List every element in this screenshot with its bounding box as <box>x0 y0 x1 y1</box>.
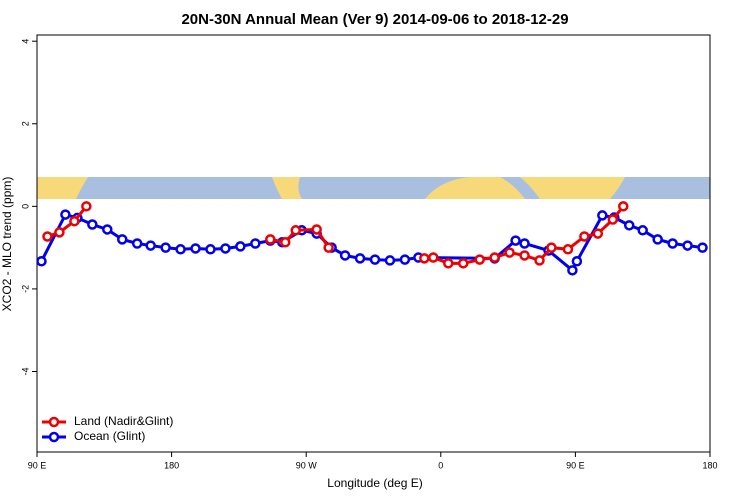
y-tick-label: -2 <box>20 285 30 293</box>
x-tick-label: 180 <box>702 460 717 470</box>
point <box>323 242 334 253</box>
point <box>519 250 530 261</box>
series-line <box>40 212 703 273</box>
y-axis-label: XCO2 - MLO trend (ppm) <box>0 177 14 312</box>
point <box>534 255 545 266</box>
x-tick-label: 90 E <box>566 460 585 470</box>
y-tick-label: -4 <box>20 367 30 375</box>
point <box>504 247 515 258</box>
point <box>102 224 113 235</box>
point <box>607 214 619 225</box>
point <box>42 231 53 242</box>
point <box>81 201 92 212</box>
y-tick-label: 2 <box>20 121 30 126</box>
point <box>265 234 276 245</box>
x-tick-label: 0 <box>438 460 443 470</box>
point <box>546 242 557 253</box>
plot-frame <box>36 34 711 453</box>
point <box>519 238 530 249</box>
y-tick-label: 4 <box>20 39 30 44</box>
point <box>457 258 469 269</box>
map-band <box>37 177 710 199</box>
point <box>592 228 604 239</box>
point <box>562 244 574 255</box>
x-axis-label: Longitude (deg E) <box>327 476 422 490</box>
point <box>597 210 608 221</box>
point <box>280 237 291 248</box>
point <box>443 258 454 269</box>
point <box>667 238 678 249</box>
point <box>250 238 261 249</box>
point <box>311 224 322 235</box>
point <box>145 240 156 251</box>
x-tick-label: 90 E <box>28 460 47 470</box>
x-tick-label: 180 <box>164 460 179 470</box>
point <box>116 234 128 245</box>
point <box>69 215 80 227</box>
point <box>428 252 439 263</box>
point <box>131 238 143 249</box>
point <box>697 242 708 253</box>
point <box>489 252 500 263</box>
point <box>175 244 186 255</box>
legend-marker <box>48 431 60 443</box>
point <box>60 209 71 220</box>
point <box>571 256 583 267</box>
x-tick-label: 90 W <box>296 460 318 470</box>
point <box>220 243 231 254</box>
legend-label: Land (Nadir&Glint) <box>74 414 173 428</box>
point <box>652 234 663 245</box>
point <box>354 253 366 264</box>
legend-label: Ocean (Glint) <box>74 429 145 443</box>
point <box>369 254 381 265</box>
chart-title: 20N-30N Annual Mean (Ver 9) 2014-09-06 t… <box>181 11 568 28</box>
plot-area <box>37 201 708 276</box>
series-line <box>46 205 625 265</box>
point <box>384 255 396 266</box>
point <box>637 225 648 236</box>
point <box>190 243 201 254</box>
point <box>235 241 246 252</box>
point <box>567 265 578 276</box>
point <box>623 220 635 231</box>
point <box>37 256 47 267</box>
point <box>474 254 485 265</box>
point <box>205 244 216 255</box>
y-tick-label: 0 <box>20 204 30 209</box>
point <box>618 201 629 212</box>
point <box>160 242 171 253</box>
point <box>399 254 411 265</box>
point <box>510 235 521 246</box>
point <box>419 253 430 264</box>
point <box>682 240 693 251</box>
point <box>579 231 590 242</box>
legend-marker <box>48 416 60 428</box>
point <box>290 225 301 236</box>
point <box>54 227 65 238</box>
point <box>87 219 98 230</box>
point <box>339 250 351 261</box>
